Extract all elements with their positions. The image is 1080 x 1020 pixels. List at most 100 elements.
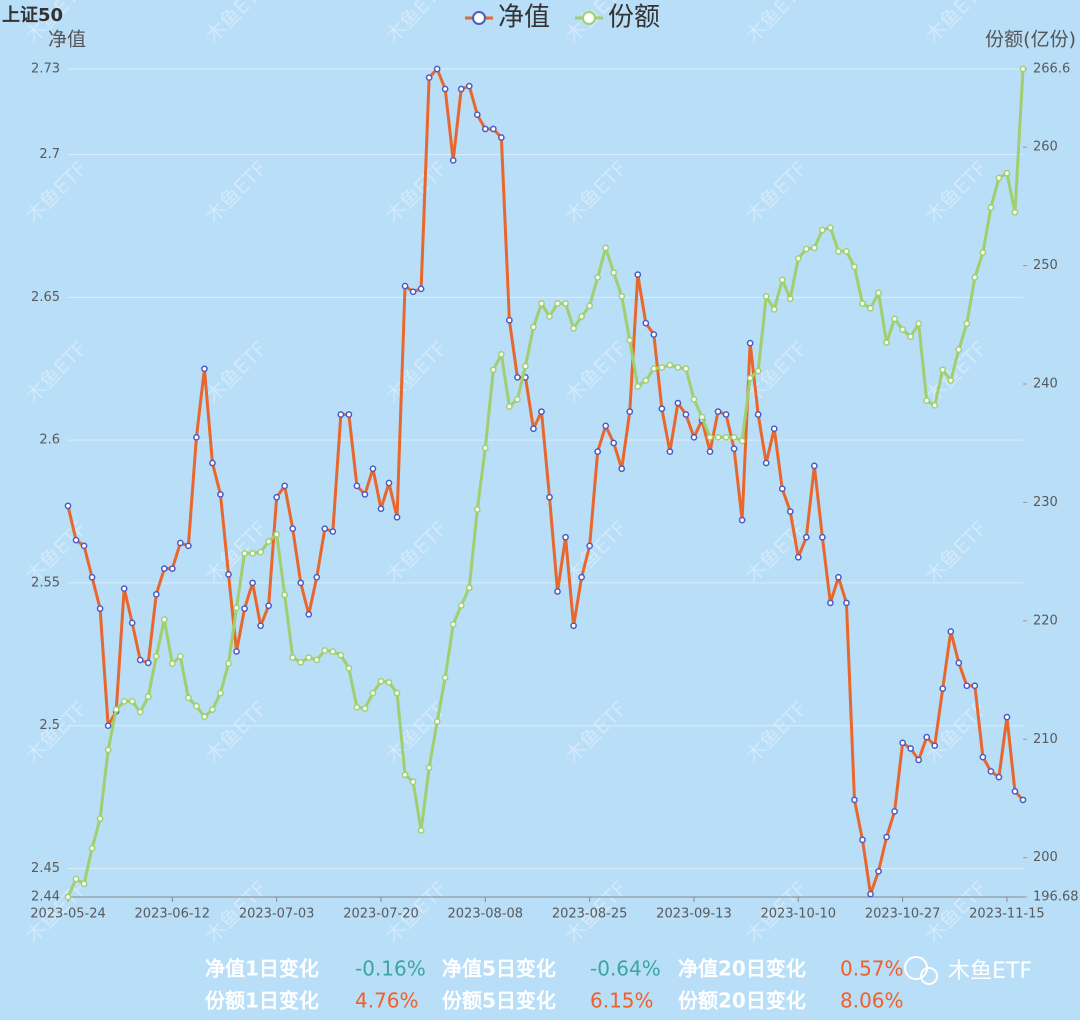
data-point — [883, 339, 890, 346]
data-point — [698, 413, 706, 421]
y-tick-label: 2.65 — [31, 290, 60, 305]
stat-label: 净值20日变化 — [678, 957, 806, 981]
data-point — [217, 689, 224, 697]
y-tick-label: 2.73 — [31, 62, 60, 77]
data-point — [786, 295, 794, 303]
data-point — [682, 365, 690, 372]
data-point — [377, 677, 385, 685]
legend-marker — [582, 11, 596, 25]
data-point — [899, 326, 906, 333]
data-point — [144, 659, 152, 667]
data-point — [923, 733, 931, 741]
data-point — [473, 111, 481, 119]
data-point — [794, 553, 802, 561]
data-point — [931, 742, 939, 750]
data-point — [1003, 169, 1011, 177]
data-point — [674, 399, 682, 407]
data-point — [401, 771, 409, 779]
data-point — [530, 323, 537, 331]
data-point — [257, 622, 264, 630]
watermark: 木鱼ETF — [380, 0, 451, 47]
data-point — [281, 591, 289, 599]
data-point — [746, 339, 754, 347]
watermark: 木鱼ETF — [740, 0, 811, 47]
data-point — [193, 433, 200, 441]
data-point — [369, 689, 377, 697]
data-point — [72, 875, 80, 883]
y2-tick-label: 260 — [1033, 140, 1058, 155]
data-point — [506, 316, 513, 324]
y-tick-label: 2.7 — [39, 147, 60, 162]
data-point — [168, 565, 176, 573]
data-point — [634, 271, 642, 278]
data-point — [409, 288, 417, 296]
data-point — [313, 573, 321, 581]
data-point — [538, 408, 545, 415]
data-point — [923, 397, 931, 404]
brand-name: 木鱼ETF — [948, 959, 1032, 984]
data-point — [963, 682, 971, 690]
data-point — [369, 465, 377, 473]
y2-tick-label: 200 — [1033, 850, 1058, 865]
data-point — [321, 647, 329, 654]
data-point — [1011, 208, 1019, 216]
data-point — [586, 302, 593, 310]
data-point — [353, 703, 361, 711]
data-point — [152, 591, 160, 598]
data-point — [289, 525, 297, 533]
data-point — [786, 508, 794, 515]
data-point — [441, 674, 449, 682]
data-point — [939, 685, 947, 692]
stat-value: 0.57% — [840, 957, 904, 981]
data-point — [891, 807, 898, 815]
data-point — [746, 374, 754, 382]
data-point — [64, 893, 72, 901]
data-point — [859, 300, 866, 307]
data-point — [530, 425, 537, 433]
data-point — [674, 364, 682, 371]
data-point — [96, 605, 104, 612]
data-point — [273, 531, 281, 538]
data-point — [979, 753, 987, 761]
watermark: 木鱼ETF — [560, 156, 631, 227]
brand-icon — [920, 967, 938, 985]
data-point — [875, 867, 882, 875]
data-point — [947, 628, 955, 635]
y-tick-label: 2.45 — [31, 861, 60, 876]
data-point — [875, 289, 882, 297]
data-point — [425, 74, 433, 81]
stat-label: 份额20日变化 — [678, 989, 806, 1013]
data-point — [650, 331, 658, 338]
data-point — [562, 533, 569, 541]
y2-tick-label: 240 — [1033, 377, 1058, 392]
x-tick-label: 2023-10-10 — [761, 907, 837, 922]
data-point — [193, 702, 200, 710]
data-point — [104, 722, 112, 730]
data-point — [827, 224, 834, 232]
legend-label: 份额 — [608, 3, 660, 33]
data-point — [201, 713, 208, 721]
data-point — [762, 293, 770, 300]
data-point — [690, 396, 698, 403]
data-point — [891, 315, 898, 323]
stat-value: 8.06% — [840, 989, 904, 1013]
data-point — [867, 890, 874, 898]
data-point — [217, 491, 224, 498]
data-point — [393, 513, 401, 521]
data-point — [754, 411, 762, 418]
data-point — [722, 411, 730, 418]
watermark: 木鱼ETF — [200, 156, 271, 227]
data-point — [514, 374, 521, 381]
data-point — [642, 319, 650, 327]
data-point — [851, 796, 858, 804]
data-point — [321, 525, 329, 533]
series-line — [66, 68, 1025, 898]
watermark: 木鱼ETF — [920, 156, 991, 227]
watermark: 木鱼ETF — [740, 696, 811, 767]
data-point — [714, 408, 722, 415]
data-point — [554, 588, 561, 595]
stat-label: 份额5日变化 — [442, 989, 556, 1013]
data-point — [481, 444, 489, 452]
data-point — [770, 425, 778, 433]
data-point — [417, 827, 425, 834]
